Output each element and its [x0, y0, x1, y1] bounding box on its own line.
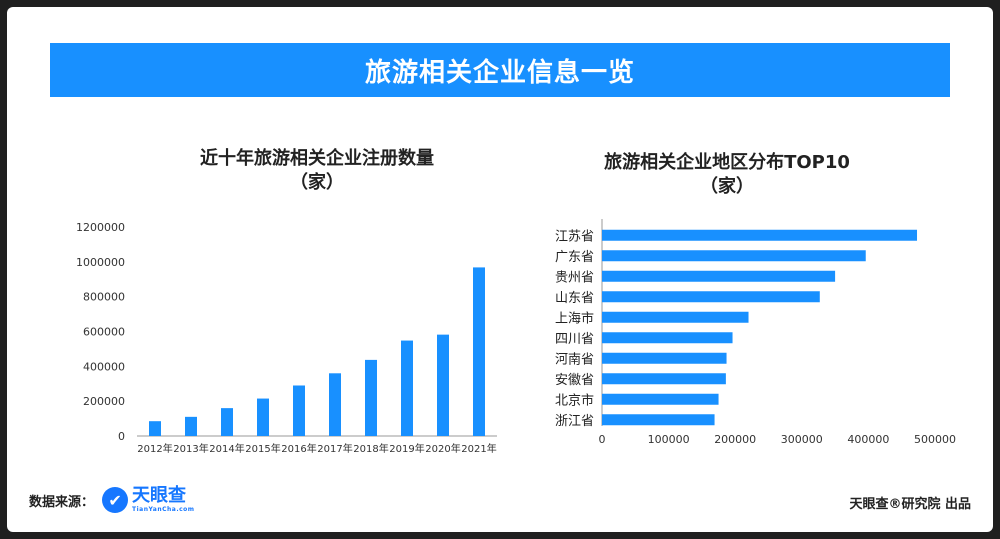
bar-河南省: [602, 352, 727, 364]
y-category-label: 山东省: [555, 291, 594, 306]
x-tick-label: 300000: [781, 433, 823, 446]
credit-text: 天眼查®研究院 出品: [849, 497, 971, 512]
page-title: 旅游相关企业信息一览: [364, 57, 635, 88]
y-tick-label: 1200000: [76, 221, 125, 234]
y-category-label: 安徽省: [555, 373, 594, 388]
x-tick-label: 2013年: [173, 442, 208, 455]
bar-2021年: [473, 267, 485, 436]
x-tick-label: 2015年: [245, 442, 280, 455]
y-category-label: 上海市: [555, 310, 594, 326]
y-tick-label: 800000: [83, 291, 125, 304]
bar-北京市: [602, 393, 719, 405]
y-category-label: 河南省: [555, 351, 594, 367]
y-category-label: 江苏省: [555, 228, 594, 244]
bar-2015年: [257, 398, 269, 436]
left-chart-subtitle: （家）: [290, 172, 344, 193]
bar-山东省: [602, 291, 820, 303]
bar-广东省: [602, 250, 866, 262]
right-chart-title-block: 旅游相关企业地区分布TOP10 （家）: [577, 151, 877, 199]
infographic-card: 旅游相关企业信息一览 近十年旅游相关企业注册数量 （家） 旅游相关企业地区分布T…: [7, 7, 993, 532]
x-tick-label: 500000: [914, 433, 956, 446]
bar-2018年: [365, 359, 377, 436]
x-tick-label: 2021年: [461, 442, 496, 455]
y-category-label: 浙江省: [555, 414, 594, 429]
y-category-label: 北京市: [555, 392, 594, 408]
x-tick-label: 2019年: [389, 442, 424, 455]
bar-四川省: [602, 332, 733, 344]
bar-2017年: [329, 373, 341, 436]
bar-2016年: [293, 385, 305, 436]
bar-上海市: [602, 311, 749, 323]
right-chart-title: 旅游相关企业地区分布TOP10: [604, 152, 850, 173]
x-tick-label: 400000: [847, 433, 889, 446]
x-tick-label: 2018年: [353, 442, 388, 455]
logo-text: 天眼查 TianYanCha.com: [132, 487, 195, 513]
y-tick-label: 200000: [83, 395, 125, 408]
bar-浙江省: [602, 414, 715, 426]
bar-贵州省: [602, 270, 836, 282]
registration-bar-chart: 0 200000 400000 600000 800000 1000000 1200000 2…: [76, 221, 497, 455]
bar-2020年: [437, 334, 449, 436]
y-category-label: 贵州省: [555, 270, 594, 285]
x-tick-label: 200000: [714, 433, 756, 446]
bar-2019年: [401, 340, 413, 436]
y-category-label: 四川省: [555, 332, 594, 347]
x-tick-label: 0: [599, 433, 606, 446]
y-tick-label: 400000: [83, 360, 125, 373]
bar-江苏省: [602, 229, 918, 241]
y-tick-label: 0: [118, 430, 125, 443]
left-chart-title-block: 近十年旅游相关企业注册数量 （家）: [127, 147, 507, 195]
y-category-label: 广东省: [555, 250, 594, 265]
logo-name: 天眼查: [132, 485, 187, 506]
right-chart-subtitle: （家）: [700, 176, 754, 197]
bar-安徽省: [602, 373, 726, 385]
bar-2013年: [185, 416, 197, 436]
tianyancha-logo: ✔ 天眼查 TianYanCha.com: [102, 487, 195, 513]
x-tick-label: 2014年: [209, 442, 244, 455]
bar-2012年: [149, 421, 161, 436]
x-tick-label: 100000: [648, 433, 690, 446]
y-tick-label: 1000000: [76, 256, 125, 269]
left-chart-title: 近十年旅游相关企业注册数量: [200, 148, 434, 169]
x-tick-label: 2016年: [281, 442, 316, 455]
header-banner: 旅游相关企业信息一览: [50, 43, 950, 97]
x-tick-label: 2020年: [425, 442, 460, 455]
logo-sub: TianYanCha.com: [132, 506, 195, 513]
bar-2014年: [221, 408, 233, 436]
y-tick-label: 600000: [83, 326, 125, 339]
x-tick-label: 2017年: [317, 442, 352, 455]
x-tick-label: 2012年: [137, 442, 172, 455]
source-label: 数据来源：: [29, 494, 95, 510]
logo-icon: ✔: [102, 487, 129, 513]
data-source: 数据来源： ✔ 天眼查 TianYanCha.com: [29, 485, 195, 515]
